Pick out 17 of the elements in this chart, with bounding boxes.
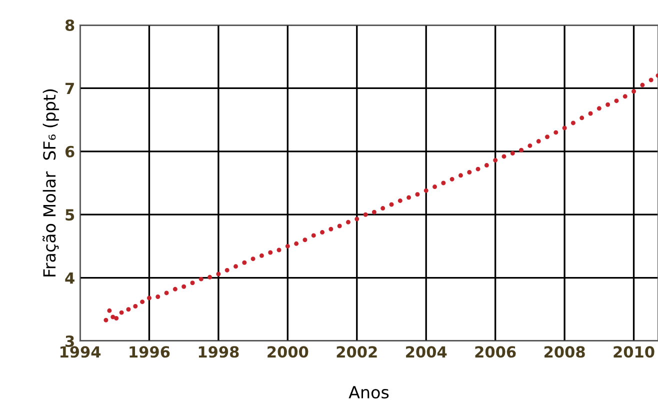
x-tick-label: 1996 [130,346,170,358]
x-tick-label: 2000 [268,346,308,358]
x-tick-label: 2004 [406,346,447,358]
y-tick-label: 6 [65,146,74,158]
x-tick-label: 2006 [475,346,516,358]
y-tick-label: 4 [65,272,74,284]
x-tick-label: 1994 [60,346,101,358]
x-tick-label: 2002 [336,346,377,358]
x-tick-label: 2010 [614,346,654,358]
y-tick-label: 8 [65,19,74,32]
y-axis-title: Fração Molar SF₆ (ppt) [42,89,59,276]
y-tick-label: 3 [66,335,74,348]
y-tick-label: 7 [66,82,74,94]
y-tick-label: 5 [66,209,74,221]
x-axis-title: Anos [348,386,389,399]
x-tick-label: 1998 [198,346,239,358]
x-tick-label: 2008 [544,346,585,358]
